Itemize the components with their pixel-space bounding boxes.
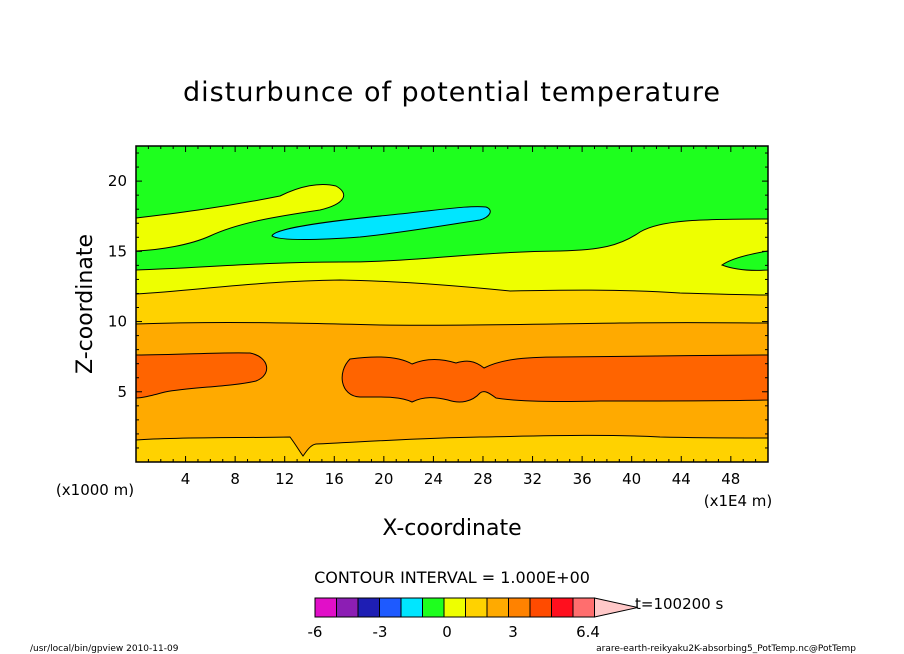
x-tick-label: 4 bbox=[181, 470, 191, 488]
chart-title: disturbunce of potential temperature bbox=[183, 77, 721, 108]
band-red-orange-left bbox=[136, 352, 267, 399]
band-yellow-orange-bottom bbox=[136, 434, 768, 462]
x-tick-label: 24 bbox=[424, 470, 443, 488]
y-tick-label: 15 bbox=[108, 242, 127, 260]
colorbar-label: -6 bbox=[308, 623, 323, 641]
x-tick-label: 8 bbox=[230, 470, 240, 488]
y-tick-label: 5 bbox=[117, 383, 127, 401]
x-unit-left: (x1000 m) bbox=[56, 481, 134, 499]
x-tick-label: 16 bbox=[325, 470, 344, 488]
colorbar-swatch bbox=[508, 597, 531, 618]
x-tick-label: 20 bbox=[374, 470, 393, 488]
colorbar-swatch bbox=[443, 597, 466, 618]
band-green-right bbox=[720, 250, 768, 271]
x-axis-label: X-coordinate bbox=[382, 516, 521, 541]
plot-area bbox=[135, 145, 769, 463]
x-unit-right: (x1E4 m) bbox=[704, 492, 773, 510]
y-axis-label: Z-coordinate bbox=[73, 234, 98, 374]
colorbar-swatch bbox=[422, 597, 445, 618]
band-cyan bbox=[271, 206, 491, 240]
x-tick-label: 44 bbox=[672, 470, 691, 488]
x-tick-label: 40 bbox=[622, 470, 641, 488]
colorbar-swatch bbox=[572, 597, 595, 618]
colorbar-swatch bbox=[465, 597, 488, 618]
band-yellow-upper-left bbox=[136, 183, 345, 252]
colorbar-label: 0 bbox=[442, 623, 452, 641]
colorbar-swatch bbox=[314, 597, 337, 618]
x-tick-label: 28 bbox=[473, 470, 492, 488]
colorbar-swatch bbox=[336, 597, 359, 618]
footer-right: arare-earth-reikyaku2K-absorbing5_PotTem… bbox=[596, 644, 856, 654]
plot-frame bbox=[135, 145, 769, 463]
band-red-orange-right bbox=[341, 354, 768, 403]
x-tick-label: 32 bbox=[523, 470, 542, 488]
contour-interval: CONTOUR INTERVAL = 1.000E+00 bbox=[314, 568, 590, 587]
time-label: t=100200 s bbox=[635, 595, 723, 613]
colorbar-swatch bbox=[400, 597, 423, 618]
colorbar-swatch bbox=[529, 597, 552, 618]
colorbar-swatch bbox=[357, 597, 380, 618]
y-tick-label: 10 bbox=[108, 313, 127, 331]
colorbar-arrow bbox=[594, 597, 638, 618]
y-tick-label: 20 bbox=[108, 172, 127, 190]
colorbar-swatch bbox=[379, 597, 402, 618]
colorbar-label: -3 bbox=[373, 623, 388, 641]
colorbar-swatch bbox=[486, 597, 509, 618]
colorbar-label: 6.4 bbox=[576, 623, 600, 641]
colorbar bbox=[314, 597, 638, 618]
footer-left: /usr/local/bin/gpview 2010-11-09 bbox=[30, 644, 179, 654]
x-tick-label: 36 bbox=[573, 470, 592, 488]
x-tick-label: 48 bbox=[721, 470, 740, 488]
x-tick-label: 12 bbox=[275, 470, 294, 488]
colorbar-swatch bbox=[551, 597, 574, 618]
colorbar-label: 3 bbox=[508, 623, 518, 641]
